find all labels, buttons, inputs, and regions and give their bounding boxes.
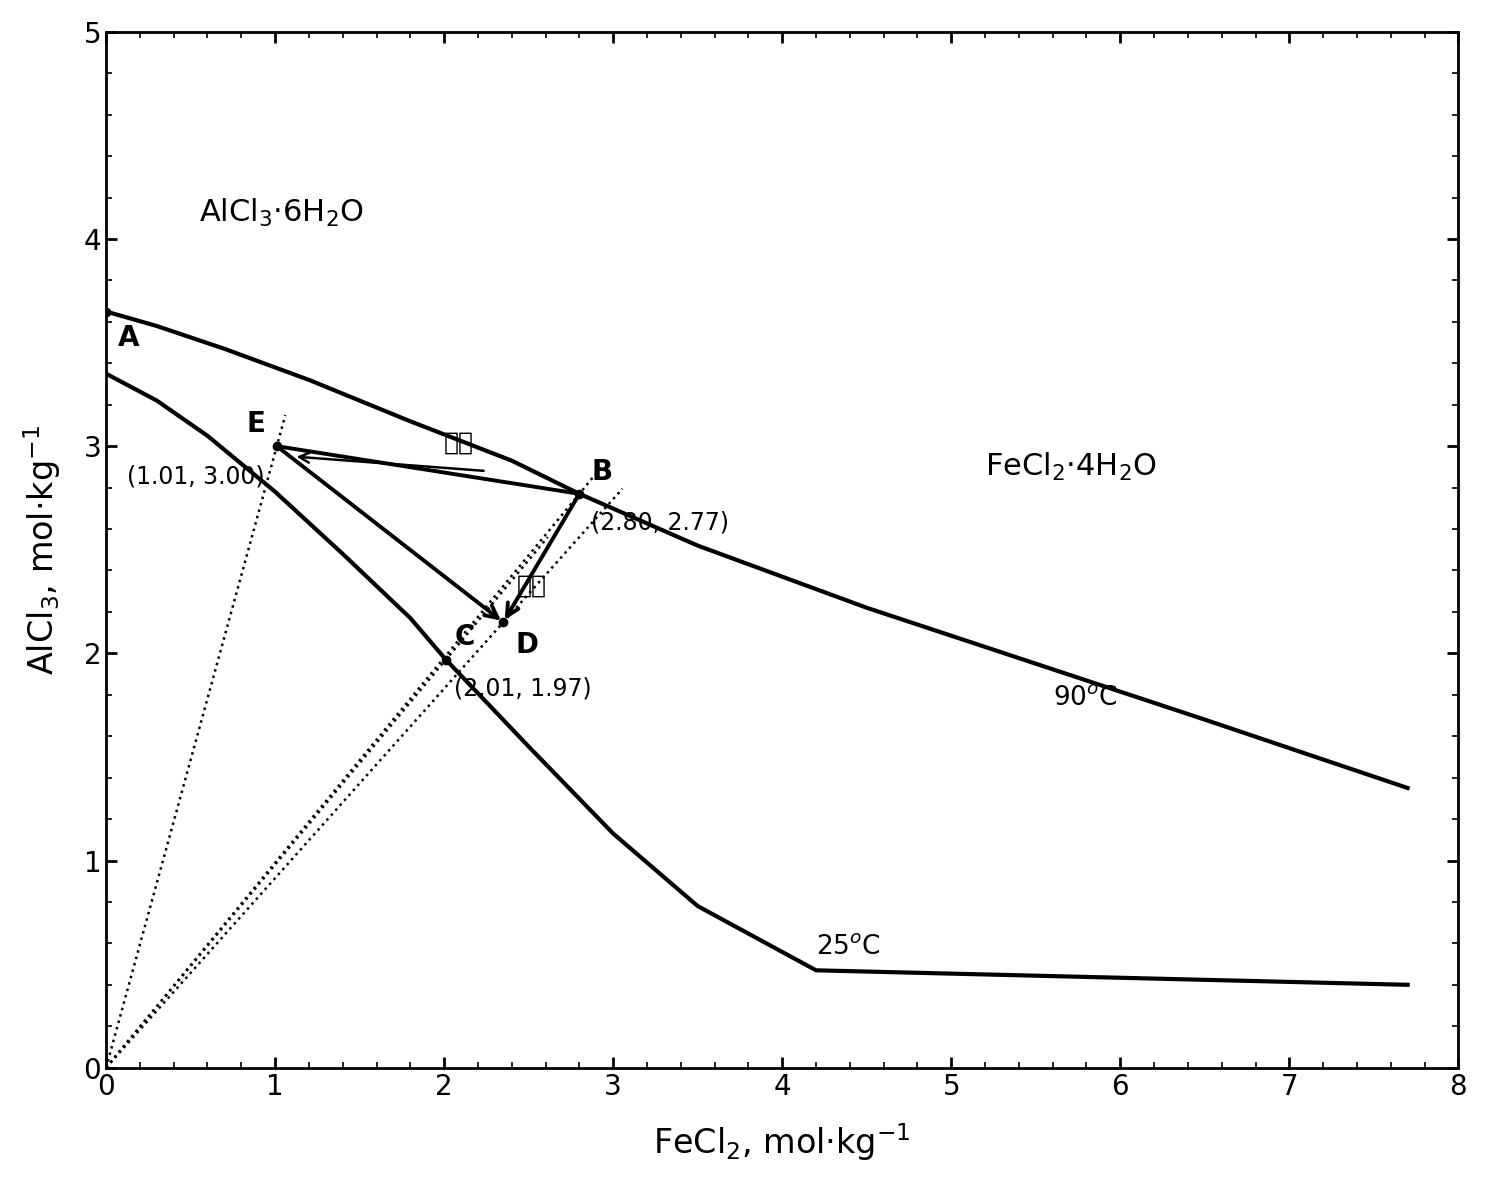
X-axis label: FeCl$_2$, mol·kg$^{-1}$: FeCl$_2$, mol·kg$^{-1}$: [653, 1121, 911, 1163]
Text: (2.80, 2.77): (2.80, 2.77): [591, 510, 729, 534]
Text: (2.01, 1.97): (2.01, 1.97): [454, 676, 592, 700]
Text: B: B: [591, 457, 613, 485]
Text: 加水: 加水: [516, 573, 546, 598]
Text: 降温: 降温: [443, 431, 475, 455]
Text: D: D: [515, 631, 539, 658]
Text: 25$^o$C: 25$^o$C: [815, 934, 881, 960]
Text: AlCl$_3$$\cdot$6H$_2$O: AlCl$_3$$\cdot$6H$_2$O: [199, 197, 365, 229]
Text: 90$^o$C: 90$^o$C: [1052, 686, 1117, 712]
Text: E: E: [246, 410, 265, 438]
Y-axis label: AlCl$_3$, mol·kg$^{-1}$: AlCl$_3$, mol·kg$^{-1}$: [21, 425, 62, 675]
Text: (1.01, 3.00): (1.01, 3.00): [128, 465, 265, 489]
Text: A: A: [118, 324, 140, 352]
Text: FeCl$_2$$\cdot$4H$_2$O: FeCl$_2$$\cdot$4H$_2$O: [985, 451, 1156, 483]
Text: C: C: [454, 623, 475, 651]
